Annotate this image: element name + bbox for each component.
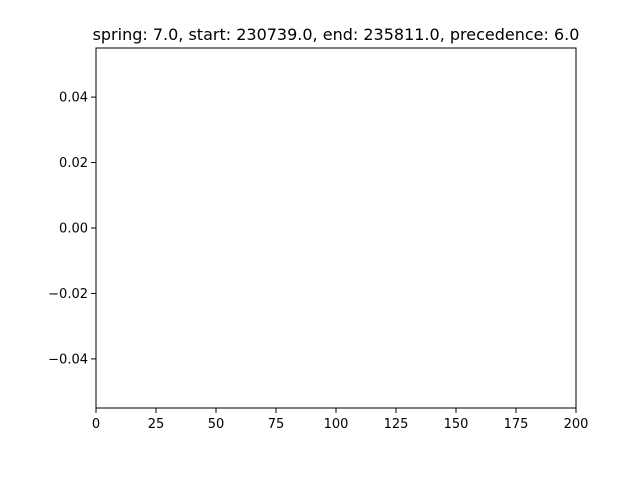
x-tick-label: 175 — [504, 417, 529, 432]
x-axis-ticks: 0 25 50 75 100 125 150 175 200 — [92, 408, 589, 432]
x-tick-label: 100 — [324, 417, 349, 432]
x-tick-label: 75 — [268, 417, 285, 432]
x-tick-label: 0 — [92, 417, 100, 432]
y-tick-label: 0.00 — [59, 222, 88, 237]
y-axis-ticks: −0.04 −0.02 0.00 0.02 0.04 — [48, 91, 96, 367]
x-tick-label: 125 — [384, 417, 409, 432]
x-tick-label: 25 — [148, 417, 165, 432]
x-tick-label: 150 — [444, 417, 469, 432]
y-tick-label: 0.04 — [59, 91, 88, 106]
x-tick-label: 50 — [208, 417, 225, 432]
plot-area — [96, 48, 576, 408]
y-tick-label: −0.04 — [48, 352, 88, 367]
y-tick-label: −0.02 — [48, 287, 88, 302]
chart-title: spring: 7.0, start: 230739.0, end: 23581… — [93, 25, 580, 44]
x-tick-label: 200 — [564, 417, 589, 432]
axes-frame — [95, 47, 577, 409]
y-tick-label: 0.02 — [59, 156, 88, 171]
